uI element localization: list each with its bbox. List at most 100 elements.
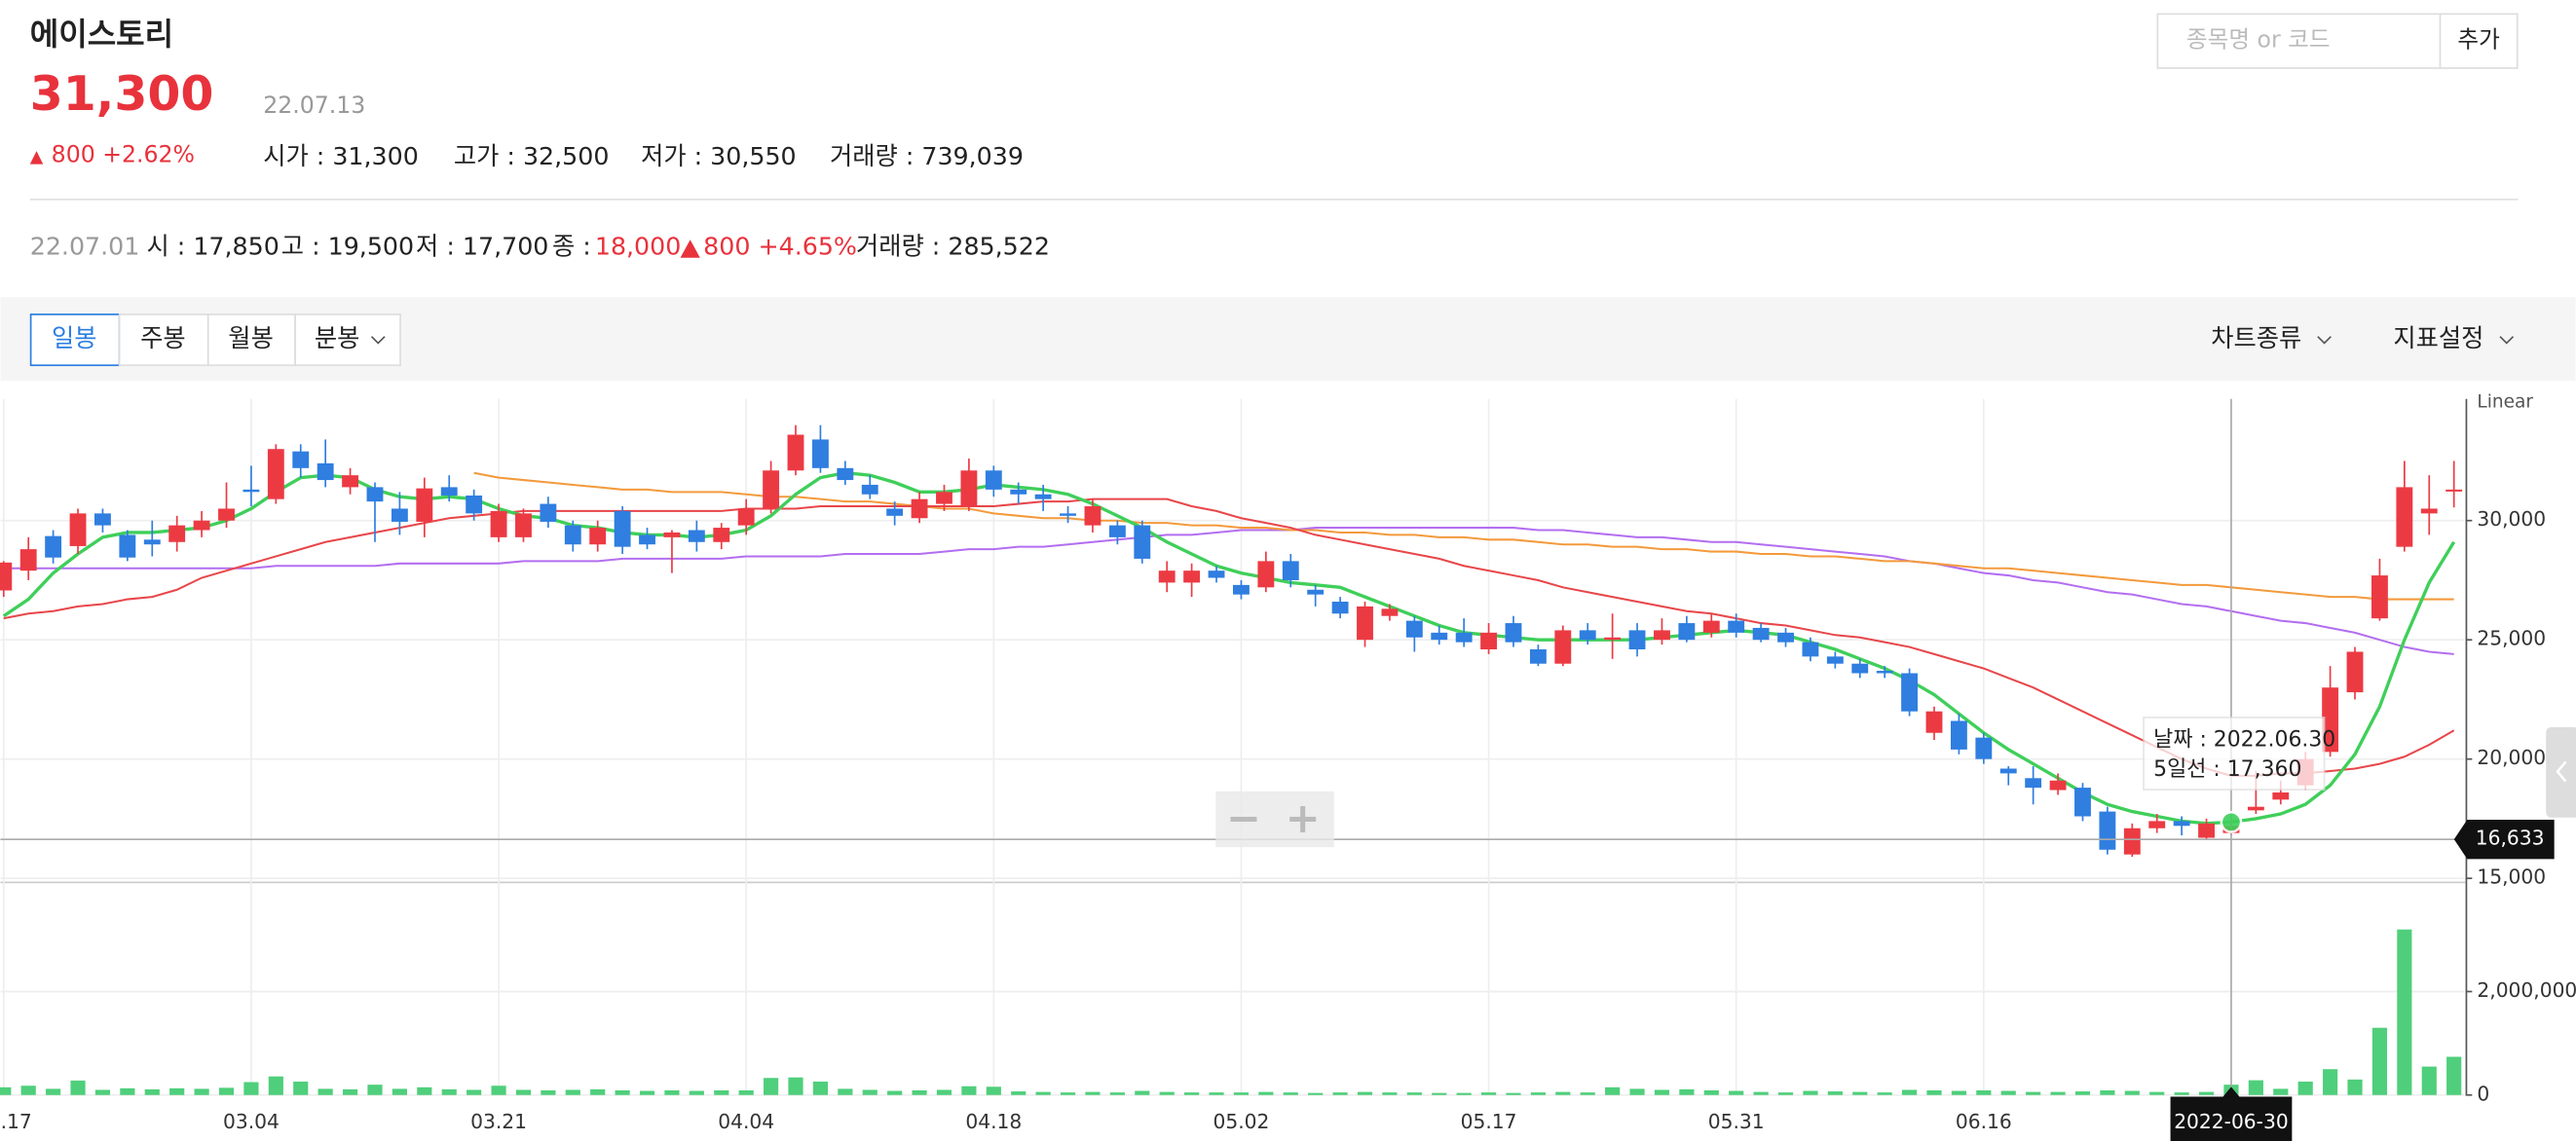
volume-bar (1852, 1091, 1868, 1095)
stat: 시가 : 31,300 (263, 142, 419, 170)
toolbar (0, 297, 2576, 382)
volume-bar (639, 1090, 655, 1095)
volume-bar (2323, 1069, 2338, 1095)
add-button[interactable]: 추가 (2457, 26, 2499, 54)
candle-body (960, 470, 978, 507)
candle-body (2445, 489, 2463, 492)
candle-body (1307, 589, 1325, 595)
volume-bar (1135, 1090, 1150, 1095)
candle-body (515, 513, 532, 537)
volume-bar (2174, 1092, 2189, 1095)
chevron (2556, 760, 2567, 783)
volume-bar (2446, 1056, 2462, 1095)
tooltip-line: 5일선 : 17,360 (2153, 757, 2301, 782)
candle-body (69, 513, 87, 546)
volume-bar (1011, 1091, 1027, 1095)
volume-bar (70, 1080, 86, 1095)
volume-bar (936, 1089, 952, 1095)
compare-date: 22.07.01 (30, 233, 140, 261)
volume-bar (1035, 1091, 1051, 1095)
volume-bar (1357, 1091, 1373, 1095)
candle-body (564, 525, 581, 545)
x-tick-label: 03.04 (223, 1110, 280, 1133)
candle-body (589, 528, 607, 545)
x-tick-label: 03.21 (470, 1110, 527, 1133)
volume-bar (2100, 1089, 2115, 1095)
x-tick-label: 04.18 (965, 1110, 1022, 1133)
candle-body (19, 549, 37, 571)
candle-body (1282, 561, 1299, 580)
candle-body (45, 535, 62, 558)
candle-body (292, 451, 310, 468)
candle-body (540, 503, 557, 522)
candle-body (1108, 525, 1126, 537)
candle-body (1876, 671, 1893, 674)
volume-bar (2149, 1091, 2165, 1095)
compare-stat: 고 : 19,500 (281, 233, 414, 261)
candle-body (440, 487, 458, 496)
candle-body (1357, 606, 1373, 641)
candle-body (1702, 620, 1720, 633)
tooltip (2143, 717, 2326, 791)
volume-bar (1555, 1091, 1571, 1095)
x-tick-label: 05.17 (1461, 1110, 1517, 1133)
compare-close: 18,000 (595, 233, 681, 261)
crosshair-date-label: 2022-06-30 (2174, 1110, 2289, 1133)
volume-bar (1877, 1092, 1892, 1095)
tab[interactable] (118, 313, 209, 367)
y-tick-label: 15,000 (2477, 865, 2546, 889)
candle-body (2272, 791, 2290, 800)
moving-average-line (3, 527, 2454, 655)
candle-body (639, 534, 655, 545)
candle-body (0, 562, 13, 591)
side-panel-toggle[interactable] (2546, 727, 2576, 818)
volume-bar (46, 1088, 61, 1095)
candle-body (1529, 649, 1547, 664)
candle-body (1233, 584, 1250, 595)
up-arrow (29, 151, 44, 165)
chevron (2317, 336, 2332, 345)
volume-bar (293, 1081, 309, 1095)
candle-body (1826, 656, 1844, 664)
volume-bar (169, 1087, 185, 1095)
volume-bar (392, 1088, 407, 1095)
stat: 고가 : 32,500 (454, 142, 610, 170)
tab[interactable] (29, 313, 121, 367)
candle-body (1802, 642, 1819, 657)
stock-price: 31,300 (30, 66, 214, 122)
volume-bar (417, 1086, 432, 1095)
volume-bar (2347, 1079, 2363, 1095)
volume-bar (986, 1086, 1001, 1095)
date-box (2170, 1096, 2293, 1141)
tab-label: 분봉 (315, 324, 360, 352)
candle-body (267, 449, 284, 499)
volume-bar (1679, 1088, 1695, 1095)
volume-bar (2000, 1090, 2016, 1095)
moving-average-line (2, 471, 2456, 826)
candle-body (1901, 673, 1919, 712)
candle-body (119, 534, 136, 558)
menu[interactable]: 차트종류 (2211, 324, 2301, 352)
tab[interactable] (294, 313, 401, 367)
candle-body (614, 510, 631, 547)
search-box[interactable] (2156, 13, 2519, 69)
candle-body (1851, 663, 1869, 674)
volume-bar (1480, 1092, 1497, 1095)
volume-bar (590, 1088, 606, 1095)
volume-bar (788, 1077, 803, 1095)
candle-body (1628, 630, 1646, 650)
volume-bar (1703, 1089, 1719, 1095)
menu[interactable]: 지표설정 (2393, 324, 2483, 352)
x-tick-label: 06.16 (1956, 1110, 2012, 1133)
volume-bar (1951, 1090, 1967, 1095)
stat: 거래량 : 739,039 (830, 142, 1024, 170)
stock-name: 에이스토리 (30, 16, 173, 53)
volume-bar (144, 1088, 160, 1095)
candle-body (2099, 811, 2116, 850)
y-tick-label: 2,000,000 (2477, 978, 2576, 1002)
chevron (370, 336, 386, 345)
tab-label: 월봉 (228, 324, 274, 352)
candle-body (1134, 525, 1151, 559)
candle-body (1158, 570, 1176, 583)
